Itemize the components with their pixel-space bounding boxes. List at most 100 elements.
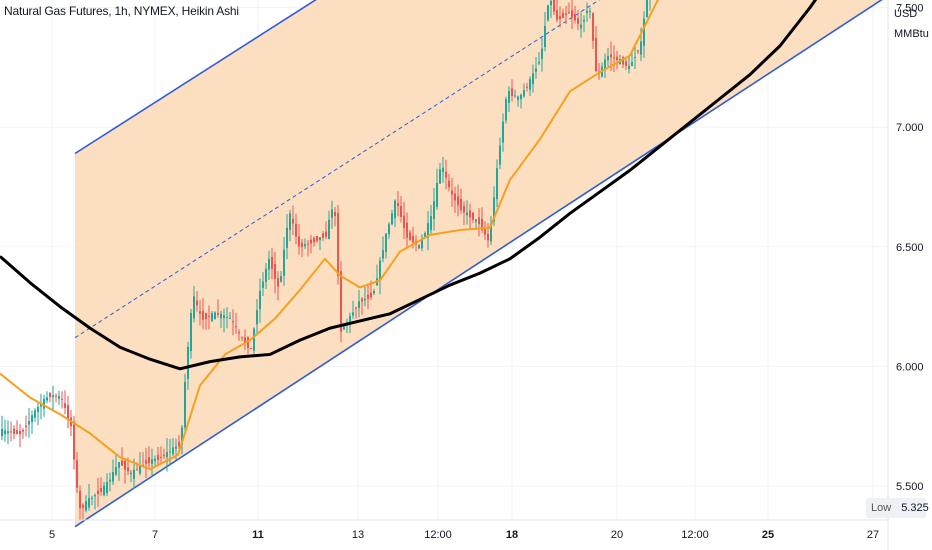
- candle-body: [583, 19, 585, 22]
- candle-body: [109, 479, 111, 482]
- candle-body: [31, 415, 33, 422]
- candle-body: [256, 310, 258, 325]
- candle-body: [223, 315, 225, 319]
- channel-lower-line: [74, 0, 883, 528]
- y-axis-tick-label: 7.500: [896, 3, 924, 15]
- candle-body: [580, 24, 582, 29]
- candle-body: [616, 56, 618, 61]
- candle-body: [487, 233, 489, 241]
- candle-body: [166, 452, 168, 458]
- candle-body: [541, 48, 543, 59]
- candle-body: [535, 68, 537, 72]
- candle-body: [343, 326, 345, 330]
- candle-body: [397, 202, 399, 206]
- candle-body: [439, 169, 441, 184]
- candle-body: [280, 276, 282, 282]
- candle-body: [355, 307, 357, 309]
- x-axis-tick-label: 5: [49, 529, 55, 541]
- candle-body: [277, 278, 279, 287]
- candle-body: [319, 237, 321, 241]
- candle-body: [604, 59, 606, 69]
- candle-body: [538, 61, 540, 64]
- candle-body: [268, 258, 270, 270]
- candle-body: [283, 249, 285, 276]
- candle-body: [4, 430, 6, 435]
- candle-body: [367, 294, 369, 299]
- candle-body: [7, 431, 9, 434]
- candle-body: [235, 326, 237, 328]
- candle-body: [121, 460, 123, 466]
- candle-body: [358, 301, 360, 308]
- candle-body: [196, 300, 198, 306]
- chart-title: Natural Gas Futures, 1h, NYMEX, Heikin A…: [4, 4, 239, 18]
- candle-body: [199, 311, 201, 314]
- ema-line: [0, 0, 659, 471]
- candle-body: [76, 460, 78, 488]
- candle-body: [577, 18, 579, 24]
- candle-body: [370, 292, 372, 298]
- candle-body: [388, 224, 390, 235]
- candle-body: [91, 497, 93, 499]
- candle-body: [139, 465, 141, 474]
- candle-body: [304, 244, 306, 247]
- candle-body: [382, 250, 384, 259]
- candle-body: [247, 337, 249, 349]
- candle-body: [442, 167, 444, 173]
- candle-body: [556, 10, 558, 20]
- candle-body: [136, 469, 138, 471]
- candle-body: [118, 462, 120, 468]
- currency-label: USD: [894, 8, 918, 20]
- candle-body: [391, 213, 393, 225]
- x-axis-tick-label: 12:00: [424, 529, 452, 541]
- candle-body: [337, 212, 339, 277]
- candle-body: [457, 196, 459, 206]
- candle-body: [37, 406, 39, 412]
- candle-body: [565, 13, 567, 16]
- candle-body: [574, 14, 576, 21]
- candle-body: [451, 190, 453, 195]
- candle-body: [403, 215, 405, 229]
- candle-body: [289, 213, 291, 230]
- candle-body: [10, 431, 12, 433]
- candle-body: [628, 65, 630, 70]
- candle-body: [475, 219, 477, 222]
- candle-body: [310, 239, 312, 244]
- candle-body: [151, 459, 153, 464]
- candle-body: [79, 490, 81, 509]
- candle-body: [493, 197, 495, 222]
- candle-body: [157, 455, 159, 460]
- candle-body: [22, 429, 24, 432]
- candle-body: [328, 219, 330, 239]
- candle-body: [625, 61, 627, 66]
- candle-body: [190, 313, 192, 351]
- candle-body: [430, 216, 432, 231]
- candle-body: [523, 90, 525, 97]
- candle-body: [295, 223, 297, 237]
- candle-body: [100, 487, 102, 492]
- candle-body: [301, 242, 303, 248]
- candle-body: [226, 316, 228, 318]
- candle-body: [613, 57, 615, 59]
- candle-body: [292, 218, 294, 224]
- candle-body: [460, 198, 462, 211]
- candle-body: [259, 290, 261, 310]
- candle-body: [550, 0, 552, 6]
- candle-body: [607, 55, 609, 61]
- candle-body: [130, 472, 132, 475]
- candle-body: [13, 428, 15, 434]
- candle-body: [193, 296, 195, 319]
- candle-body: [124, 460, 126, 470]
- candle-body: [406, 222, 408, 238]
- candle-body: [469, 210, 471, 218]
- candle-body: [244, 337, 246, 344]
- x-axis-tick-label: 13: [352, 529, 364, 541]
- x-axis-tick-label: 11: [252, 529, 264, 541]
- candle-body: [508, 90, 510, 103]
- candle-body: [34, 410, 36, 418]
- sma-line: [0, 0, 818, 371]
- candle-body: [445, 171, 447, 178]
- candle-body: [427, 223, 429, 238]
- candle-body: [145, 460, 147, 464]
- x-axis-tick-label: 25: [762, 529, 774, 541]
